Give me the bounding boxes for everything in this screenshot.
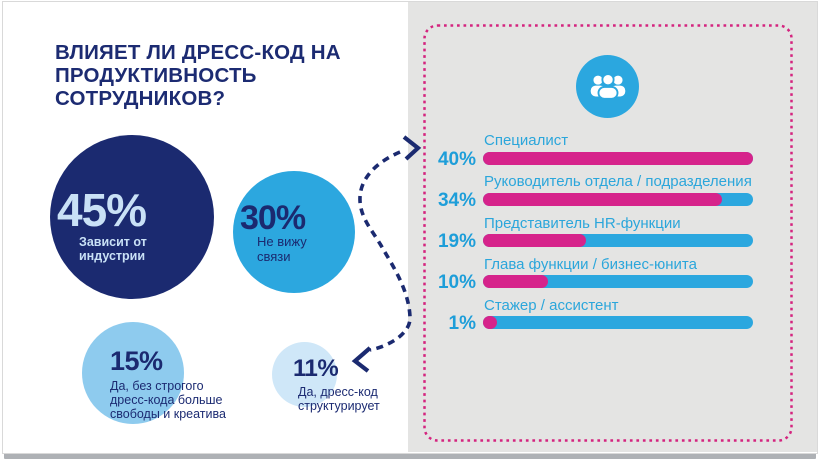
bubble-11-value: 11% [293, 355, 339, 382]
bubble-30-label: Не вижу связи [257, 234, 307, 264]
bar-track [483, 234, 753, 247]
bar-label-head-of-department: Руководитель отдела / подразделения [484, 173, 752, 190]
bar-value-head-of-department: 34% [437, 190, 476, 211]
bubble-15: 15% Да, без строгого дресс-кода больше с… [82, 322, 226, 424]
bar-fill [483, 152, 753, 165]
bar-fill [483, 193, 722, 206]
bar-track [483, 152, 753, 165]
arrowhead-top-icon [402, 135, 422, 161]
bubble-11: 11% Да, дресс-код структурирует [272, 342, 380, 413]
bar-value-intern: 1% [448, 313, 476, 334]
bar-label-function-head: Глава функции / бизнес-юнита [484, 256, 697, 273]
bubble-45-value: 45% [57, 184, 147, 236]
bar-track [483, 193, 753, 206]
bar-track [483, 316, 753, 329]
bar-fill [483, 275, 548, 288]
bar-label-hr: Представитель HR-функции [484, 215, 681, 232]
bar-value-specialist: 40% [437, 149, 476, 170]
bar-label-specialist: Специалист [484, 132, 569, 149]
bubble-30: 30% Не вижу связи [233, 171, 355, 293]
bubble-45: 45% Зависит от индустрии [50, 135, 214, 299]
bubble-30-value: 30% [240, 199, 306, 237]
bar-value-hr: 19% [437, 231, 476, 252]
bar-fill [483, 316, 498, 329]
bar-label-intern: Стажер / ассистент [484, 297, 619, 314]
dashed-arrow [351, 135, 422, 373]
bubble-45-label: Зависит от индустрии [79, 235, 147, 264]
page-title: ВЛИЯЕТ ЛИ ДРЕСС-КОД НА ПРОДУКТИВНОСТЬ СО… [55, 41, 341, 110]
bubble-15-value: 15% [110, 346, 163, 376]
screenshot-bottom-shadow [4, 453, 816, 459]
arrowhead-bottom-icon [351, 346, 372, 373]
bar-fill [483, 234, 586, 247]
bubble-15-label: Да, без строгого дресс-кода больше свобо… [110, 379, 226, 422]
bubble-11-label: Да, дресс-код структурирует [298, 385, 380, 414]
people-group-glyph [590, 73, 625, 100]
bar-value-function-head: 10% [437, 272, 476, 293]
people-group-icon [576, 55, 639, 118]
panel-dashed-border [423, 24, 793, 442]
bar-track [483, 275, 753, 288]
